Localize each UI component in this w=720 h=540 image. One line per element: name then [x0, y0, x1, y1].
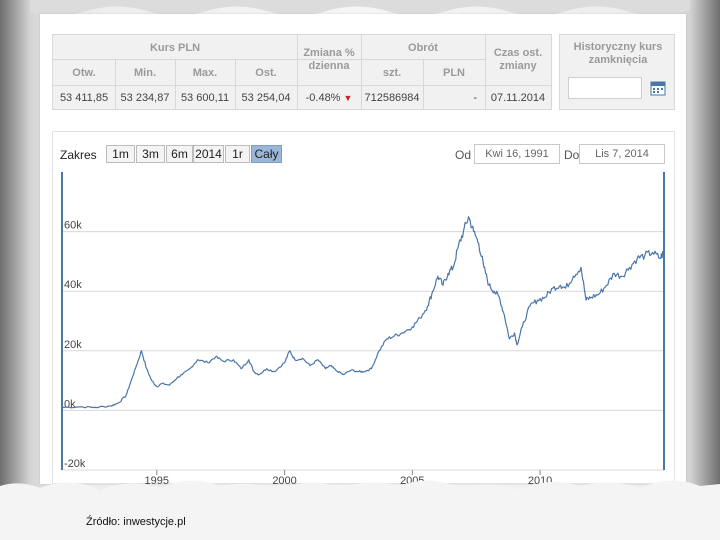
torn-edge-bottom — [0, 480, 720, 540]
range-button-3m[interactable]: 3m — [136, 145, 165, 163]
quote-table: Kurs PLN Zmiana % dzienna Obrót Czas ost… — [52, 34, 552, 110]
col-pln: PLN — [443, 66, 465, 79]
range-button-all[interactable]: Cały — [251, 145, 282, 163]
header-zmiana: Zmiana % dzienna — [303, 47, 355, 72]
y-tick-label: -20k — [64, 458, 86, 470]
value-otw: 53 411,85 — [59, 91, 109, 104]
y-tick-label: 60k — [64, 220, 82, 232]
value-szt: 712586984 — [364, 91, 420, 104]
chart-panel — [52, 131, 675, 484]
price-series-line — [61, 216, 665, 409]
header-czas: Czas ost. zmiany — [493, 47, 543, 72]
value-zmiana: -0.48% ▼ — [297, 86, 361, 109]
zmiana-text: -0.48% — [305, 91, 341, 104]
source-caption: Źródło: inwestycje.pl — [86, 516, 186, 528]
historical-date-input[interactable] — [568, 77, 642, 99]
from-label: Od — [455, 148, 472, 162]
header-obrot: Obrót — [408, 42, 438, 54]
range-label: Zakres — [60, 148, 97, 162]
range-button-2014[interactable]: 2014 — [193, 145, 224, 163]
range-button-1m[interactable]: 1m — [106, 145, 135, 163]
col-ost: Ost. — [255, 66, 277, 79]
to-label: Do — [564, 148, 580, 162]
value-ost: 53 254,04 — [241, 91, 291, 104]
value-pln: - — [473, 91, 477, 104]
value-max: 53 600,11 — [180, 91, 230, 104]
historical-close-box: Historyczny kurs zamknięcia — [559, 34, 675, 110]
y-tick-label: 20k — [64, 339, 82, 351]
col-min: Min. — [134, 66, 156, 79]
col-max: Max. — [192, 66, 218, 79]
y-tick-label: 40k — [64, 279, 82, 291]
col-otw: Otw. — [72, 66, 96, 79]
range-button-6m[interactable]: 6m — [166, 145, 193, 163]
range-button-1r[interactable]: 1r — [225, 145, 250, 163]
to-date-input[interactable]: Lis 7, 2014 — [579, 144, 665, 164]
calendar-icon[interactable] — [650, 80, 666, 96]
from-date-input[interactable]: Kwi 16, 1991 — [474, 144, 560, 164]
down-arrow-icon: ▼ — [343, 92, 353, 103]
col-szt: szt. — [382, 66, 402, 79]
x-tick-label: 1995 — [145, 475, 169, 487]
value-min: 53 234,87 — [120, 91, 170, 104]
historical-title: Historyczny kurs zamknięcia — [573, 41, 663, 66]
y-tick-label: 0k — [64, 398, 76, 410]
value-czas: 07.11.2014 — [490, 91, 546, 104]
torn-edge-top — [30, 0, 690, 16]
header-kurs: Kurs PLN — [149, 42, 201, 54]
x-tick-label: 2000 — [272, 475, 296, 487]
